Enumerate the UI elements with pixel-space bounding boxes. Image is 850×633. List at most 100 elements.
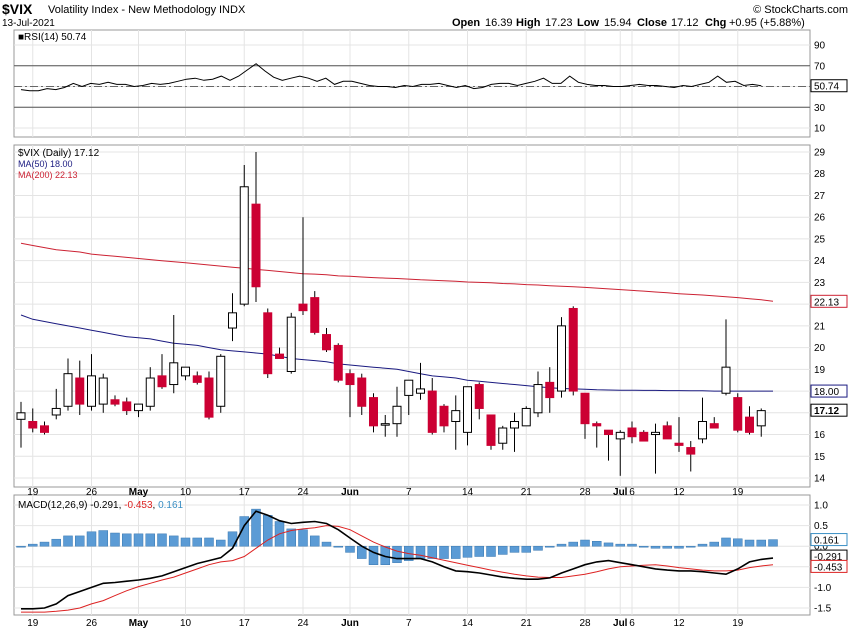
value-tag-box [810, 559, 848, 573]
macd-histogram-bar [615, 543, 625, 547]
price-axis-tick: 21 [814, 321, 826, 332]
candle [709, 417, 719, 429]
x-axis-label: Jun [341, 618, 359, 629]
macd-axis-tick: 0.0 [814, 542, 828, 553]
candle-body-down [674, 442, 684, 446]
candle-body-up [721, 366, 731, 394]
macd-histogram-bar [392, 545, 402, 563]
rsi-line [20, 63, 762, 92]
price-axis-tick: 14 [814, 474, 826, 485]
candle [181, 366, 190, 381]
macd-histogram-bar [75, 535, 85, 547]
candle [510, 412, 519, 452]
candle-body-up [510, 420, 519, 429]
macd-histogram-bar [744, 539, 755, 547]
x-axis-label: 21 [521, 618, 533, 629]
close-label: Close [637, 17, 667, 29]
macd-histogram-bar [521, 545, 531, 553]
low-label: Low [577, 17, 599, 29]
candle-body-up [698, 420, 707, 440]
macd-histogram-bar [28, 543, 38, 547]
candle [639, 430, 649, 442]
price-axis-tick: 19 [814, 365, 826, 376]
candle-body-up [463, 386, 472, 433]
candle-body-down [157, 375, 167, 388]
candle-body-down [298, 303, 308, 312]
macd-histogram-bar [462, 545, 473, 558]
candle [216, 354, 226, 413]
candle [51, 388, 61, 420]
candle-body-down [333, 344, 343, 381]
macd-histogram-bar [627, 543, 637, 547]
candle-body-down [192, 375, 202, 383]
macd-histogram-bar [498, 545, 508, 555]
x-axis-label: 7 [406, 487, 412, 498]
candle-body-down [28, 420, 38, 429]
price-axis-tick: 20 [814, 343, 826, 354]
macd-histogram-bar [227, 531, 238, 547]
candle [756, 408, 766, 437]
value-tag-text: 17.12 [814, 406, 839, 417]
candle-body-down [592, 423, 602, 427]
candle [298, 217, 308, 315]
x-axis-label: Jul [613, 487, 628, 498]
candle [662, 421, 672, 440]
candle [63, 358, 73, 411]
candle-body-down [604, 429, 613, 436]
macd-histogram-bar [286, 528, 296, 547]
candle-body-up [521, 407, 531, 427]
candle-body-down [662, 425, 672, 440]
candle [286, 312, 296, 374]
candle [651, 423, 660, 474]
candle-body-down [251, 203, 261, 288]
macd-histogram-bar [486, 545, 496, 557]
rsi-label: ■RSI(14) 50.74 [18, 32, 87, 43]
macd-histogram-bar [51, 538, 61, 547]
close-value: 17.12 [671, 17, 699, 29]
candle [110, 395, 120, 407]
price-axis-tick: 16 [814, 430, 826, 441]
candle-body-down [204, 377, 214, 418]
x-axis-label: 17 [239, 487, 251, 498]
value-tag-text: -0.291 [814, 552, 843, 563]
macd-histogram-bar [169, 535, 179, 547]
candle [674, 417, 684, 452]
chg-label: Chg [705, 17, 726, 29]
x-axis-label: 19 [732, 618, 744, 629]
macd-axis-tick: 0.5 [814, 521, 828, 532]
macd-histogram-bar [556, 543, 567, 547]
x-axis-label: 12 [673, 487, 685, 498]
price-axis-tick: 29 [814, 148, 826, 159]
price-axis-tick: 27 [814, 191, 826, 202]
chg-value: +0.95 (+5.88%) [729, 17, 805, 29]
x-axis-label: 24 [297, 618, 309, 629]
macd-histogram-bar [157, 533, 167, 547]
macd-histogram-bar [368, 545, 379, 565]
candle [228, 293, 237, 342]
candle [439, 404, 449, 433]
macd-histogram-bar [756, 539, 766, 547]
candle-body-up [98, 377, 108, 405]
candle [533, 371, 543, 418]
candle-body-down [75, 377, 85, 405]
candle [474, 382, 484, 420]
candle [98, 373, 108, 413]
candle-body-down [275, 353, 284, 359]
macd-histogram-bar [439, 545, 449, 559]
candle [251, 152, 261, 302]
macd-histogram-bar [697, 543, 708, 547]
candle-body-down [110, 399, 120, 405]
candle [745, 406, 754, 435]
open-value: 16.39 [485, 17, 513, 29]
macd-histogram-bar [345, 545, 355, 553]
macd-histogram-bar [592, 541, 602, 547]
candle-body-up [451, 410, 461, 422]
candle [698, 397, 707, 444]
candle [615, 430, 625, 476]
x-axis-label: May [129, 618, 149, 629]
x-axis-label: 12 [673, 618, 685, 629]
candle [604, 429, 613, 461]
candle-body-up [228, 312, 237, 329]
candle-body-down [427, 390, 437, 433]
price-layer [16, 152, 774, 476]
